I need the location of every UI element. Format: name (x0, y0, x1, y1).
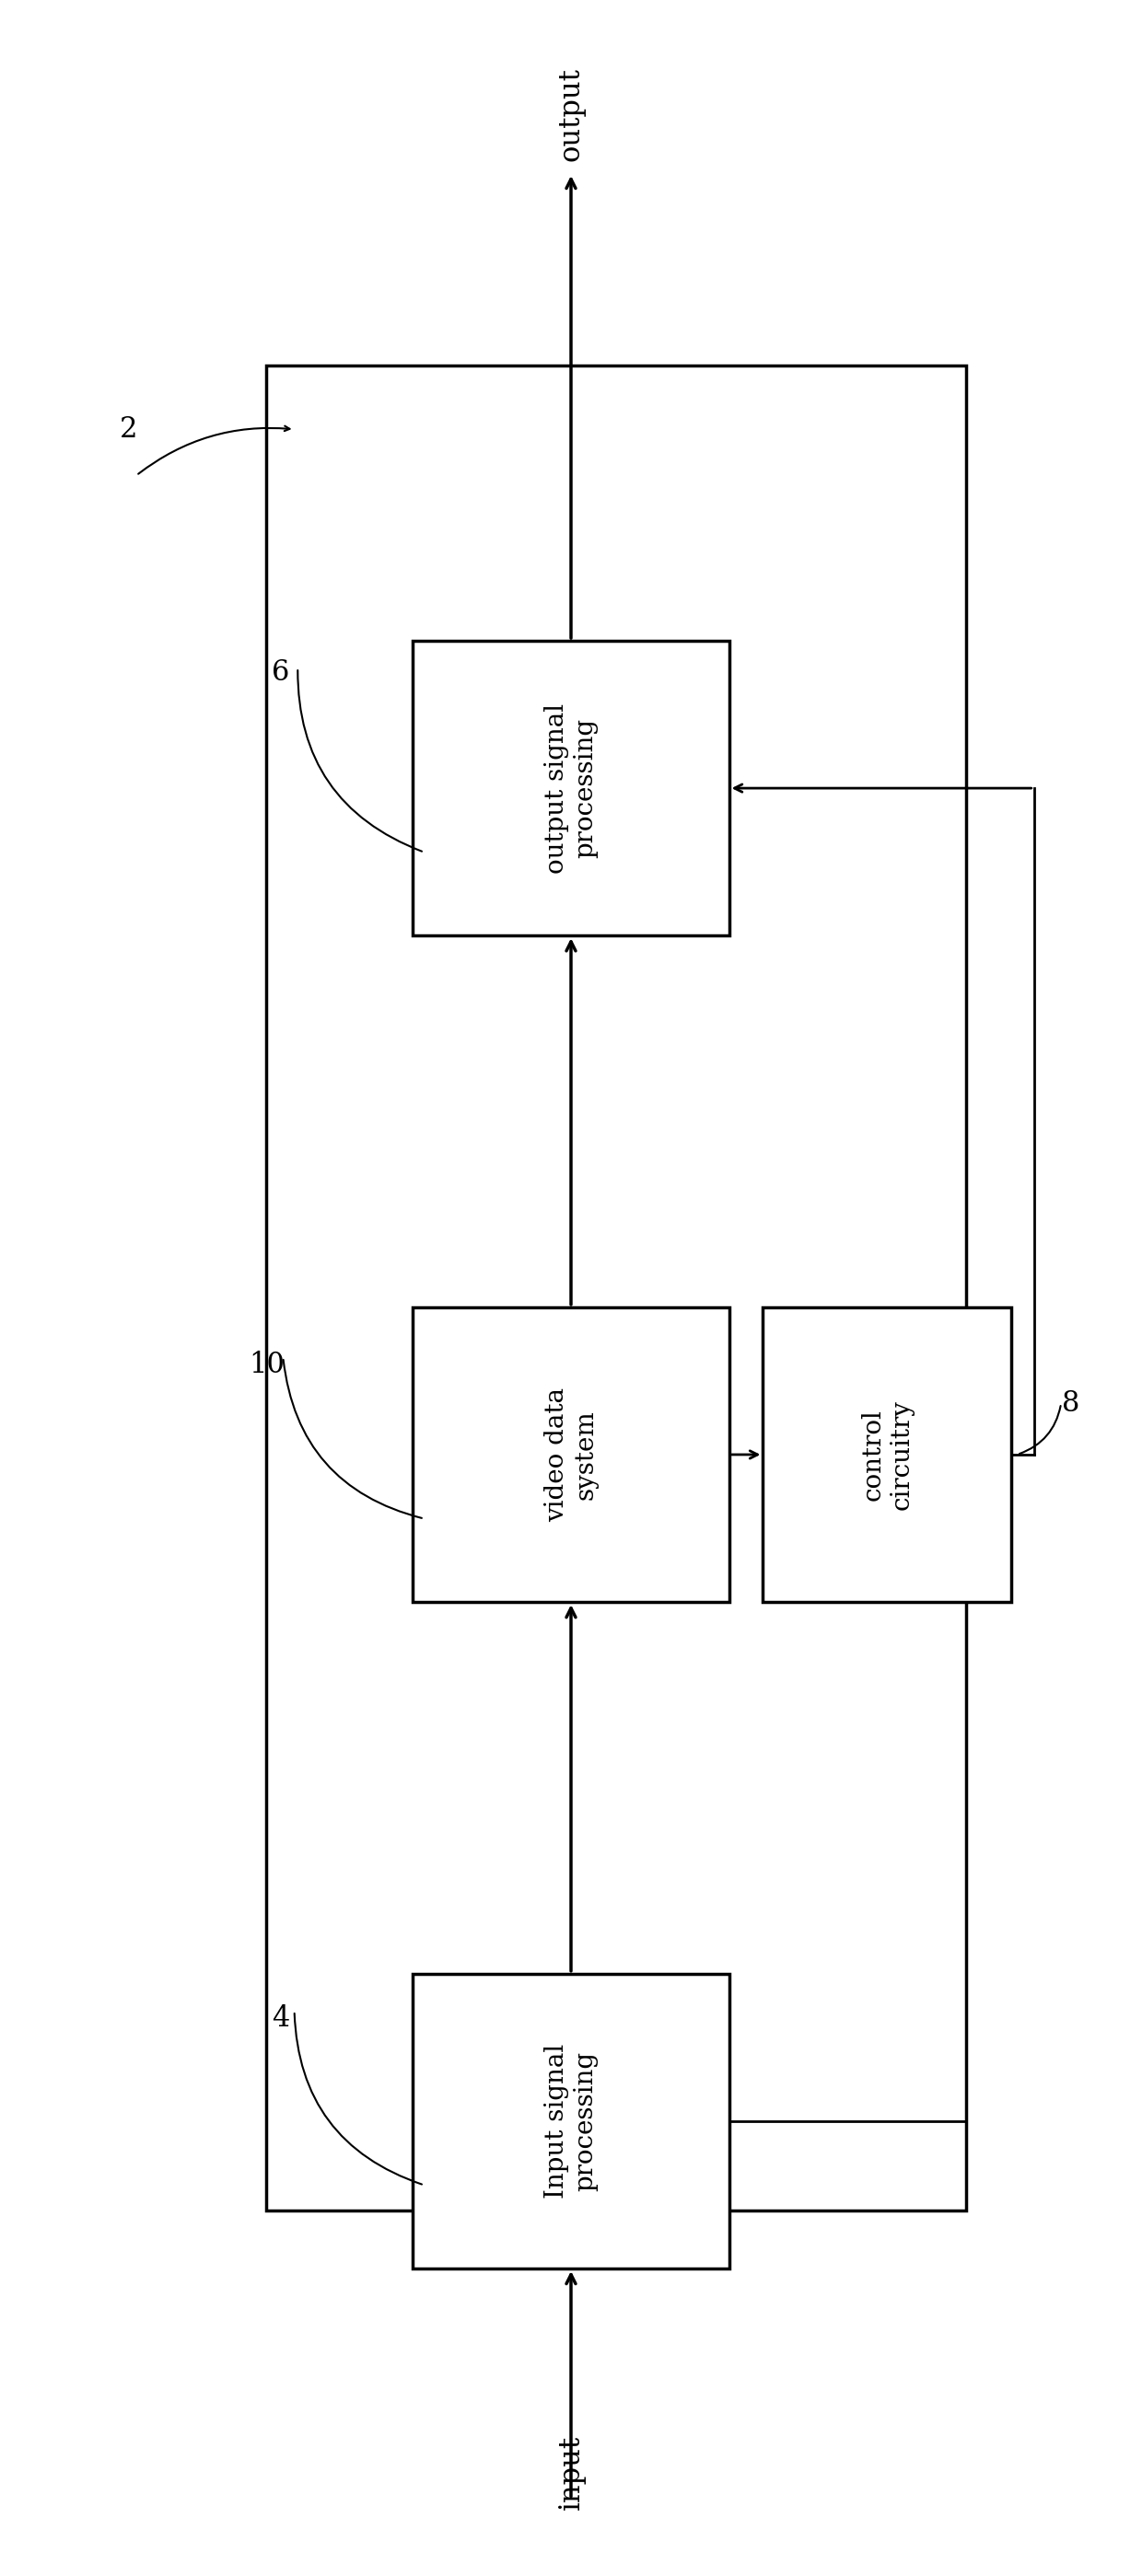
Text: 6: 6 (272, 659, 290, 688)
Text: 4: 4 (272, 2004, 289, 2032)
Bar (763, 1306, 1012, 1602)
Text: input: input (557, 2434, 586, 2509)
Text: Input signal
processing: Input signal processing (545, 2043, 597, 2197)
Bar (413, 1306, 729, 1602)
Text: 2: 2 (119, 415, 137, 443)
Bar (266, 366, 966, 2210)
Bar (413, 641, 729, 935)
Text: video data
system: video data system (545, 1388, 597, 1522)
Text: control
circuitry: control circuitry (860, 1399, 914, 1510)
Text: 10: 10 (249, 1350, 286, 1378)
Text: output: output (557, 67, 586, 160)
Bar (413, 1973, 729, 2269)
Text: 8: 8 (1062, 1388, 1080, 1417)
Text: output signal
processing: output signal processing (545, 703, 597, 873)
